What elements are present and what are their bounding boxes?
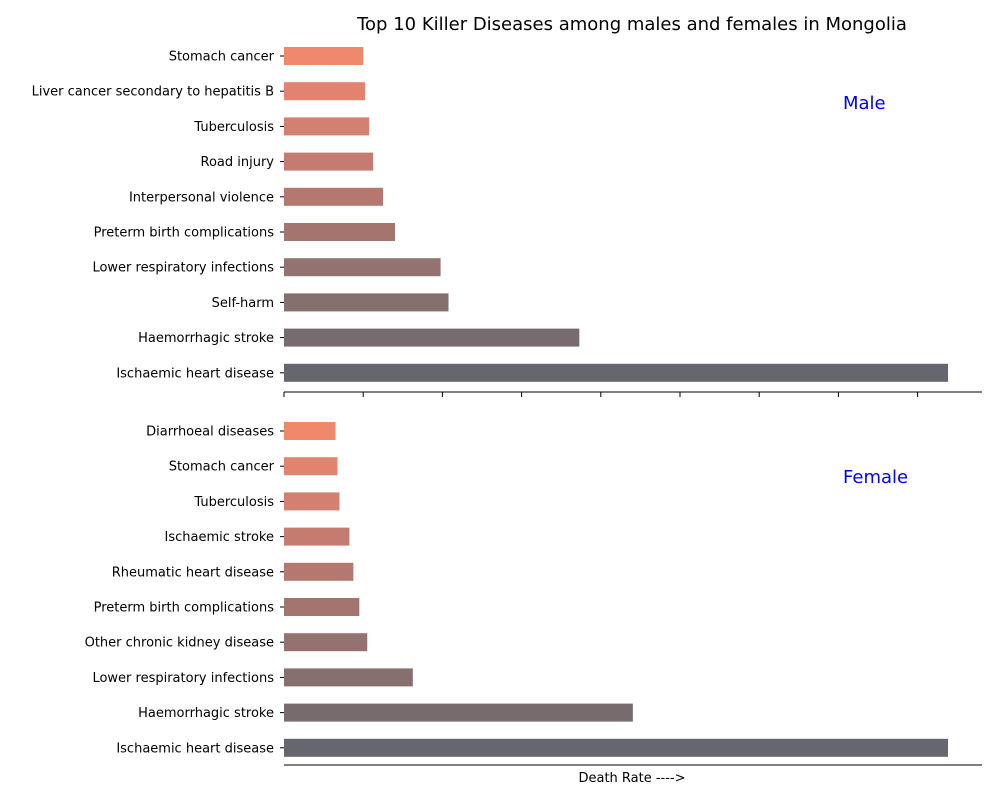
- female-bar: [284, 598, 360, 616]
- male-category-label: Haemorrhagic stroke: [138, 331, 274, 346]
- male-bar: [284, 293, 449, 312]
- female-category-label: Stomach cancer: [169, 460, 275, 475]
- female-category-label: Ischaemic stroke: [165, 530, 274, 545]
- female-bar: [284, 633, 368, 652]
- female-bar: [284, 422, 336, 440]
- female-category-label: Haemorrhagic stroke: [138, 706, 274, 721]
- female-panel-label: Female: [843, 467, 908, 488]
- male-bar: [284, 117, 370, 136]
- male-category-label: Self-harm: [212, 296, 274, 311]
- female-bar: [284, 562, 354, 581]
- female-category-label: Other chronic kidney disease: [85, 636, 274, 651]
- male-category-label: Interpersonal violence: [129, 190, 274, 205]
- male-bar: [284, 258, 441, 277]
- x-axis-label: Death Rate ---->: [578, 771, 685, 786]
- female-category-label: Ischaemic heart disease: [116, 741, 274, 756]
- male-category-label: Ischaemic heart disease: [116, 366, 274, 381]
- female-bar: [284, 738, 948, 757]
- male-bar: [284, 328, 580, 347]
- female-bar: [284, 492, 340, 511]
- male-category-label: Preterm birth complications: [94, 226, 275, 241]
- male-category-label: Road injury: [201, 155, 275, 170]
- male-bar: [284, 47, 364, 65]
- female-bar: [284, 668, 413, 687]
- female-category-label: Lower respiratory infections: [92, 671, 274, 686]
- male-category-label: Liver cancer secondary to hepatitis B: [32, 85, 274, 100]
- male-category-label: Lower respiratory infections: [92, 261, 274, 276]
- female-bar: [284, 703, 633, 722]
- male-category-label: Stomach cancer: [169, 50, 275, 65]
- male-category-label: Tuberculosis: [193, 120, 274, 135]
- male-bar: [284, 223, 395, 241]
- female-category-label: Preterm birth complications: [94, 601, 275, 616]
- male-panel: Stomach cancer Liver cancer secondary to …: [32, 47, 982, 397]
- female-category-label: Tuberculosis: [193, 495, 274, 510]
- female-panel: Diarrhoeal diseases Stomach cancer Tubercu…: [85, 422, 982, 766]
- female-category-label: Diarrhoeal diseases: [146, 425, 274, 440]
- female-category-label: Rheumatic heart disease: [112, 565, 274, 580]
- male-panel-label: Male: [843, 93, 886, 114]
- male-bar: [284, 82, 366, 101]
- female-bar: [284, 457, 338, 476]
- male-bar: [284, 187, 384, 206]
- male-bar: [284, 152, 374, 171]
- male-bar: [284, 363, 948, 382]
- female-bar: [284, 527, 350, 546]
- chart-title: Top 10 Killer Diseases among males and f…: [356, 14, 907, 35]
